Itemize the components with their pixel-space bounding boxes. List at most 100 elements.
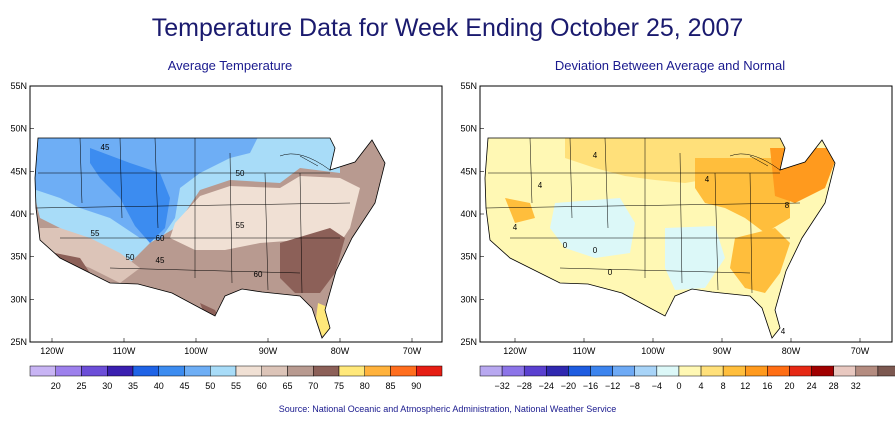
legend-value: 8: [721, 381, 726, 391]
legend-swatch: [364, 365, 391, 377]
longitude-label: 100W: [184, 346, 208, 356]
legend-colorbar: −32 −28 −24 −20 −16 −12 −8 −4 0 4 8 12 16 20 24 28 32: [479, 365, 895, 391]
legend-value: −20: [561, 381, 576, 391]
legend-swatch: [479, 365, 503, 377]
legend-colorbar: 20 25 30 35 40 45 50 55 60 65 70 75 80 85 90: [29, 365, 443, 391]
latitude-label: 30N: [10, 294, 27, 304]
legend-swatch: [833, 365, 857, 377]
longitude-label: 90W: [713, 346, 732, 356]
legend-swatch: [612, 365, 635, 377]
contour-label: 45: [101, 143, 110, 152]
latitude-label: 35N: [10, 252, 27, 262]
legend-swatch: [390, 365, 417, 377]
contour-label: 0: [593, 246, 598, 255]
legend-value: 28: [829, 381, 839, 391]
contour-label: 4: [513, 223, 518, 232]
legend-value: 70: [308, 381, 318, 391]
legend-swatch: [338, 365, 365, 377]
legend-swatch: [29, 365, 56, 377]
latitude-label: 50N: [10, 124, 27, 134]
legend-swatch: [235, 365, 262, 377]
left-map-subtitle: Average Temperature: [167, 58, 293, 73]
legend-swatch: [523, 365, 547, 377]
legend-value: 40: [154, 381, 164, 391]
longitude-label: 100W: [641, 346, 665, 356]
latitude-label: 35N: [460, 252, 477, 262]
legend-swatch: [789, 365, 812, 377]
temperature-deviation-map: 55N 50N 45N 40N 35N 30N 25N 120W 110W 100W 90W 80W…: [445, 78, 895, 398]
legend-value: 80: [360, 381, 370, 391]
legend-value: 50: [205, 381, 215, 391]
contour-label: 4: [593, 151, 598, 160]
legend-swatch: [656, 365, 680, 377]
contour-label: 0: [608, 268, 613, 277]
legend-swatch: [184, 365, 211, 377]
latitude-label: 50N: [460, 124, 477, 134]
contour-label: 45: [156, 256, 165, 265]
legend-swatch: [107, 365, 134, 377]
legend-swatch: [313, 365, 340, 377]
contour-label: 4: [538, 181, 543, 190]
legend-value: 60: [257, 381, 267, 391]
legend-value: −28: [517, 381, 532, 391]
legend-swatch: [210, 365, 237, 377]
contour-label: 50: [126, 253, 135, 262]
legend-swatch: [678, 365, 702, 377]
contour-label: 60: [254, 270, 263, 279]
legend-swatch: [416, 365, 443, 377]
latitude-label: 25N: [460, 337, 477, 347]
legend-swatch: [261, 365, 288, 377]
legend-value: 12: [740, 381, 750, 391]
legend-value: 65: [282, 381, 292, 391]
legend-swatch: [745, 365, 768, 377]
latitude-label: 55N: [460, 81, 477, 91]
legend-value: 0: [676, 381, 681, 391]
longitude-label: 120W: [503, 346, 527, 356]
legend-value: 20: [784, 381, 794, 391]
legend-swatch: [877, 365, 895, 377]
legend-swatch: [722, 365, 746, 377]
longitude-label: 110W: [113, 346, 136, 356]
legend-swatch: [634, 365, 658, 377]
legend-value: 25: [76, 381, 86, 391]
contour-label: 50: [236, 169, 245, 178]
latitude-label: 30N: [460, 294, 477, 304]
legend-swatch: [855, 365, 879, 377]
contour-label: 4: [781, 327, 786, 336]
legend-swatch: [767, 365, 790, 377]
latitude-label: 45N: [460, 166, 477, 176]
longitude-label: 80W: [331, 346, 350, 356]
latitude-label: 40N: [460, 209, 477, 219]
legend-swatch: [546, 365, 569, 377]
legend-value: 20: [51, 381, 61, 391]
latitude-label: 55N: [10, 81, 27, 91]
legend-value: 45: [179, 381, 189, 391]
legend-swatch: [811, 365, 834, 377]
legend-value: −12: [605, 381, 620, 391]
legend-value: 32: [851, 381, 861, 391]
main-title: Temperature Data for Week Ending October…: [151, 14, 744, 42]
contour-label: 4: [705, 175, 710, 184]
contour-label: 8: [785, 201, 790, 210]
longitude-label: 110W: [573, 346, 596, 356]
legend-value: 30: [102, 381, 112, 391]
legend-swatch: [501, 365, 525, 377]
legend-swatch: [132, 365, 159, 377]
longitude-label: 70W: [403, 346, 422, 356]
contour-label: 55: [91, 229, 100, 238]
source-note: Source: National Oceanic and Atmospheric…: [278, 404, 617, 414]
legend-value: 75: [334, 381, 344, 391]
right-map-subtitle: Deviation Between Average and Normal: [554, 58, 786, 73]
latitude-label: 25N: [10, 337, 27, 347]
legend-value: 4: [699, 381, 704, 391]
longitude-label: 120W: [40, 346, 64, 356]
legend-swatch: [568, 365, 591, 377]
legend-swatch: [590, 365, 613, 377]
legend-value: 35: [128, 381, 138, 391]
legend-swatch: [700, 365, 724, 377]
longitude-label: 80W: [782, 346, 801, 356]
longitude-label: 90W: [259, 346, 278, 356]
legend-swatch: [287, 365, 314, 377]
contour-label: 60: [156, 234, 165, 243]
average-temperature-map: 55N 50N 45N 40N 35N 30N 25N 120W 110W 100W 90W 80W…: [0, 78, 450, 398]
